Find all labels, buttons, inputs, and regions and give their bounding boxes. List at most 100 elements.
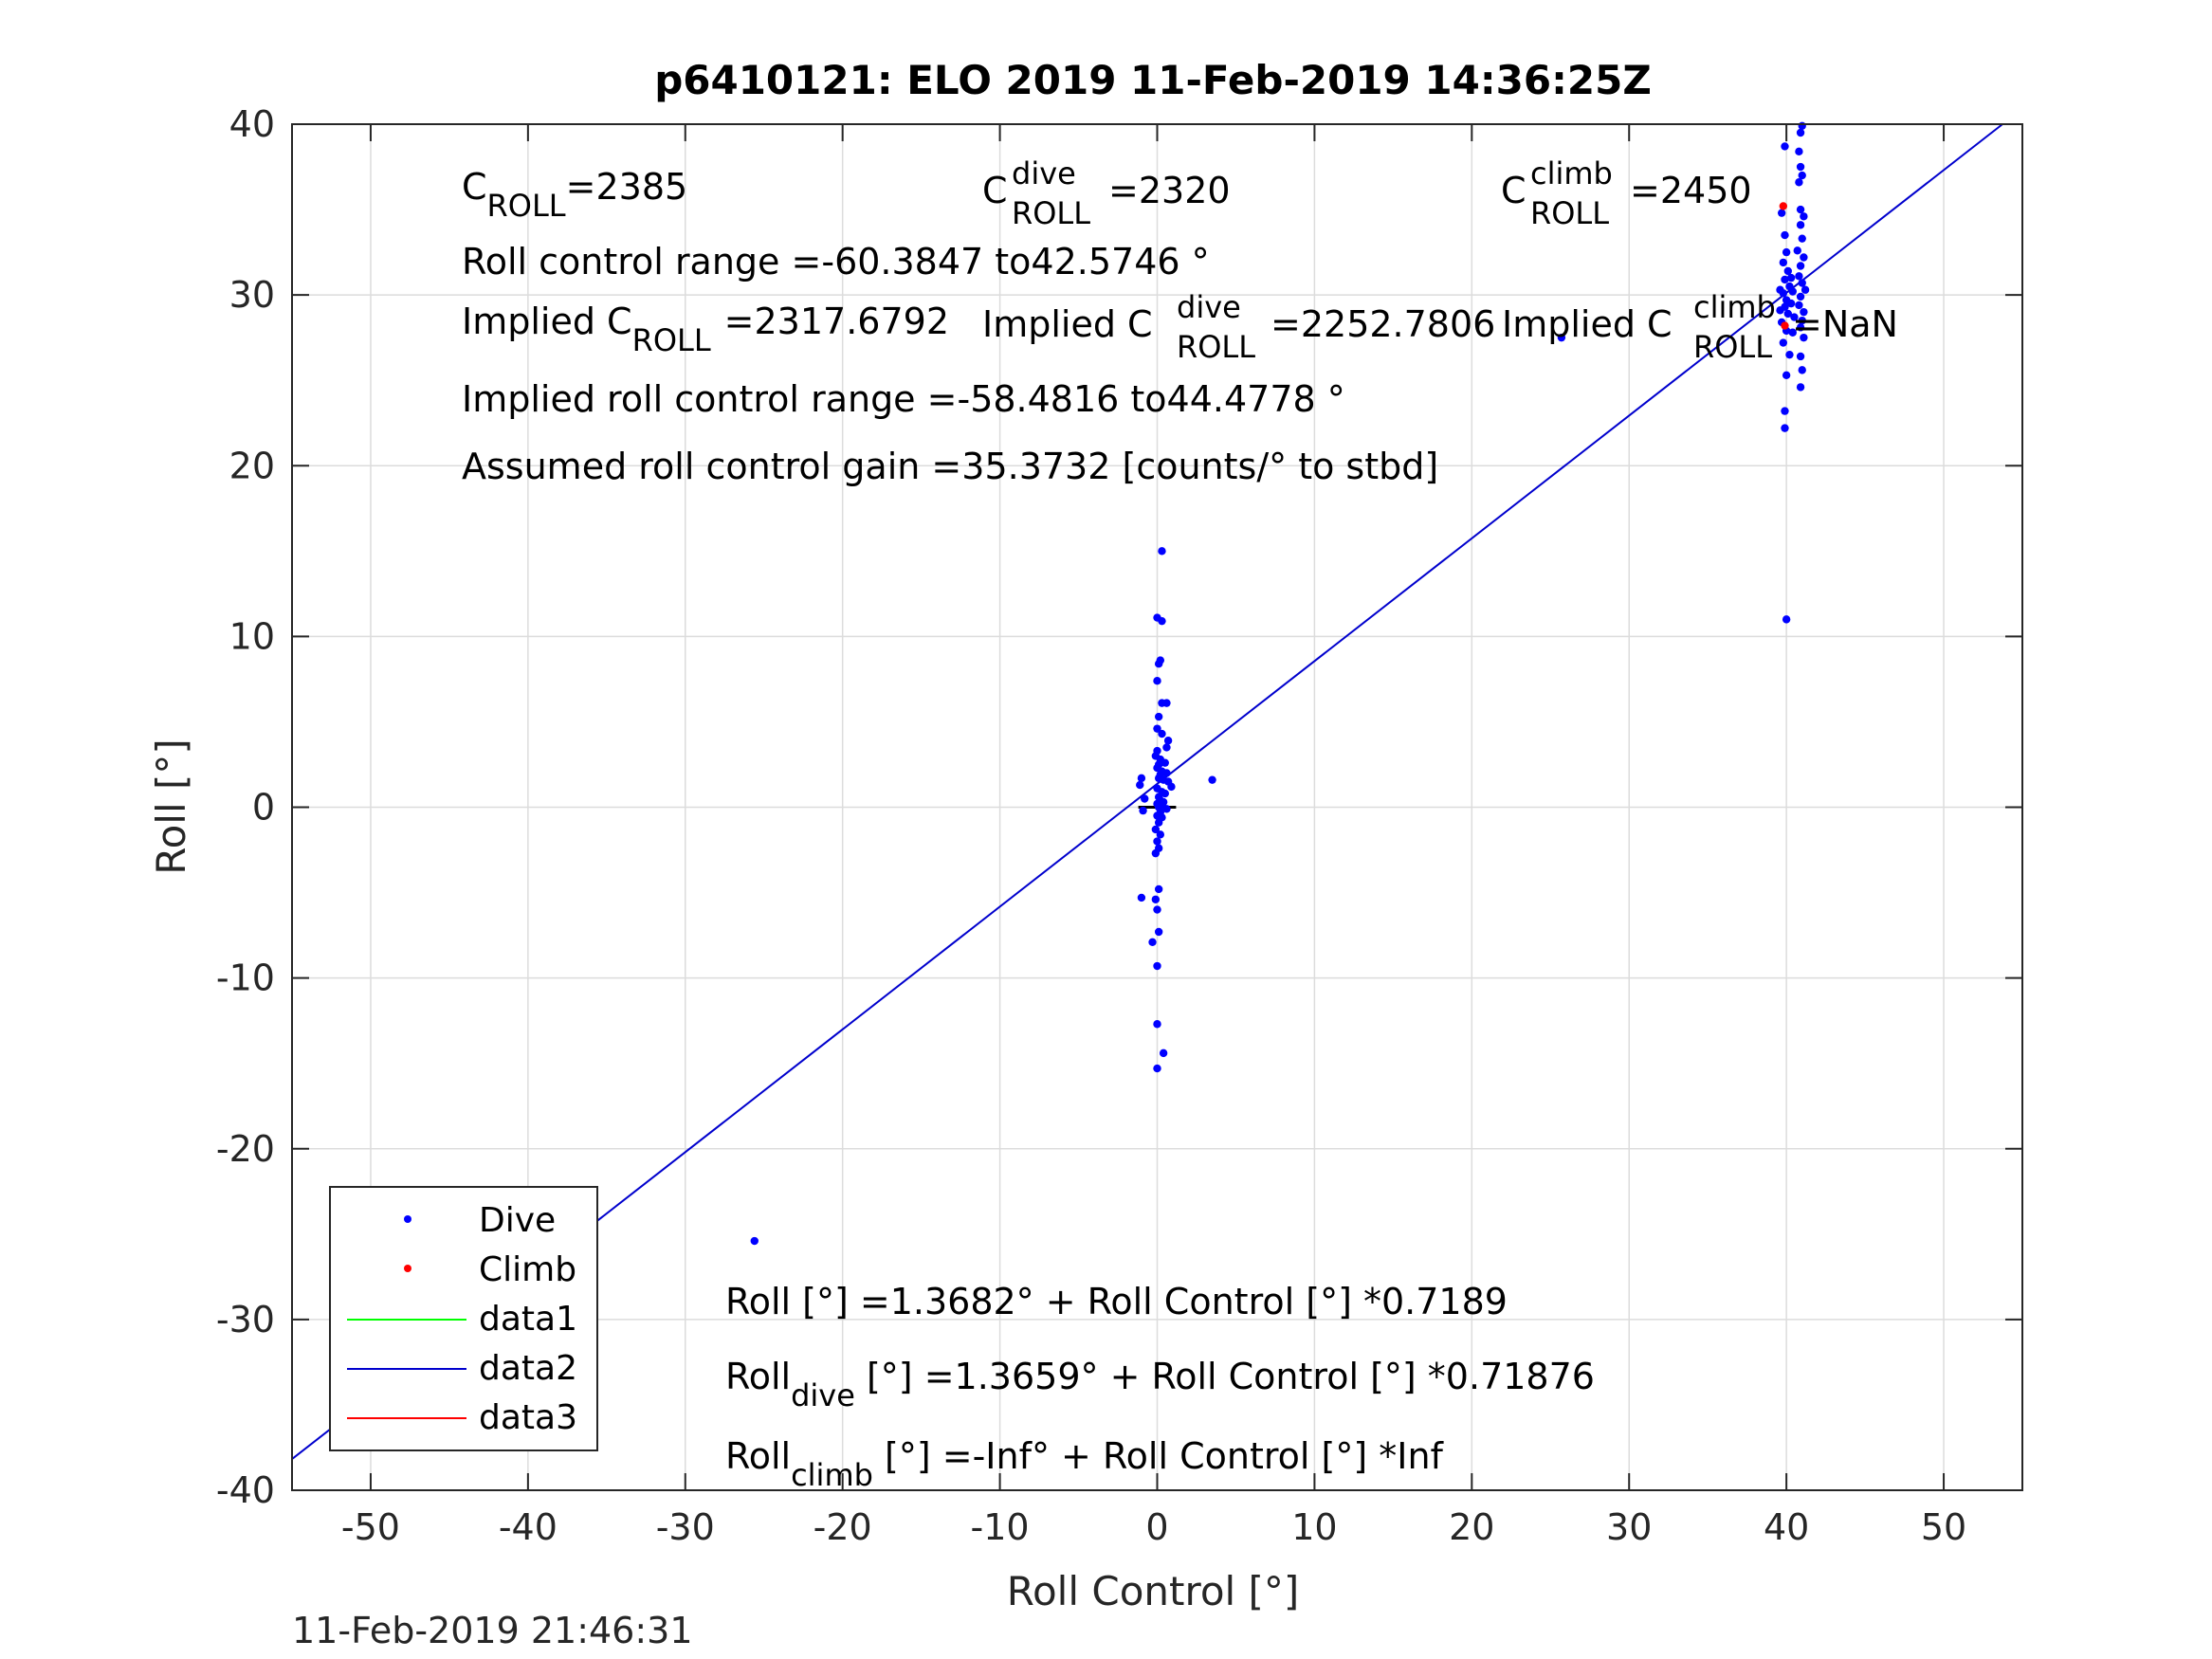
climb-point xyxy=(1779,202,1788,210)
dive-point xyxy=(1153,837,1161,846)
x-axis-label: Roll Control [°] xyxy=(1007,1568,1300,1614)
dive-point xyxy=(1798,279,1806,287)
dive-point xyxy=(1782,371,1791,379)
dive-point xyxy=(1800,307,1808,317)
dive-point xyxy=(1786,299,1796,308)
dive-point xyxy=(1793,246,1801,255)
dive-point xyxy=(1151,848,1161,858)
dive-point xyxy=(1795,178,1803,187)
dive-point xyxy=(1800,333,1808,342)
dive-point xyxy=(1153,1064,1161,1073)
x-tick-label: 20 xyxy=(1449,1506,1494,1548)
equation-climb: Rollclimb [°] =-Inf° + Roll Control [°] … xyxy=(725,1435,1445,1493)
legend-marker-dive xyxy=(404,1215,411,1223)
dive-point xyxy=(1796,292,1805,301)
y-tick-label: -30 xyxy=(216,1299,275,1340)
dive-point xyxy=(1782,615,1791,624)
dive-point xyxy=(1153,961,1161,971)
dive-point xyxy=(1137,774,1146,783)
dive-point xyxy=(1796,383,1805,392)
timestamp: 11-Feb-2019 21:46:31 xyxy=(292,1610,693,1651)
dive-point xyxy=(1795,147,1803,156)
dive-point xyxy=(1167,782,1176,792)
y-tick-label: 10 xyxy=(229,615,275,657)
dive-point xyxy=(1148,938,1157,946)
annotation-c-climb-value: =2450 xyxy=(1630,170,1752,211)
dive-point xyxy=(1782,247,1791,257)
x-tick-label: 0 xyxy=(1145,1506,1168,1548)
dive-point xyxy=(1162,743,1171,752)
dive-point xyxy=(1776,285,1784,294)
legend-label-dive: Dive xyxy=(479,1201,556,1240)
dive-point xyxy=(1154,712,1163,721)
annotation-c-dive-sub: ROLL xyxy=(1012,195,1090,231)
dive-point xyxy=(1781,230,1789,240)
annotation-implied-climb-sub: ROLL xyxy=(1693,329,1772,365)
dive-point xyxy=(1159,1048,1168,1058)
dive-point xyxy=(1800,212,1808,221)
annotation-implied-c-climb: Implied C xyxy=(1502,303,1673,345)
x-tick-labels: -50 -40 -30 -20 -10 0 10 20 30 40 50 xyxy=(341,1506,1966,1548)
annotation-c-roll: CROLL=2385 xyxy=(462,166,687,224)
annotation-c-climb: C xyxy=(1501,170,1526,211)
x-tick-label: -30 xyxy=(656,1506,715,1548)
climb-point xyxy=(1781,321,1789,330)
dive-point xyxy=(1779,258,1788,267)
x-tick-label: 10 xyxy=(1291,1506,1337,1548)
dive-point xyxy=(1151,895,1161,903)
x-tick-label: 40 xyxy=(1764,1506,1809,1548)
data-points xyxy=(518,121,1810,1368)
x-tick-label: 50 xyxy=(1921,1506,1966,1548)
dive-point xyxy=(1783,266,1792,276)
dive-point xyxy=(1796,128,1805,137)
dive-point xyxy=(1153,905,1161,914)
dive-point xyxy=(1156,830,1165,839)
dive-point xyxy=(1795,272,1803,281)
dive-point xyxy=(1151,825,1161,834)
dive-point xyxy=(1779,338,1788,347)
legend-label-data2: data2 xyxy=(479,1349,577,1388)
dive-point xyxy=(1781,275,1789,284)
annotation-c-climb-sup: climb xyxy=(1530,155,1613,191)
legend-label-climb: Climb xyxy=(479,1250,576,1289)
y-tick-label: 20 xyxy=(229,445,275,486)
dive-point xyxy=(1790,313,1799,321)
chart-title: p6410121: ELO 2019 11-Feb-2019 14:36:25Z xyxy=(654,57,1652,103)
dive-point xyxy=(1796,352,1805,361)
dive-point xyxy=(1777,209,1786,217)
annotation-c-dive: C xyxy=(982,170,1008,211)
x-tick-label: -10 xyxy=(971,1506,1030,1548)
dive-point xyxy=(1137,893,1146,902)
annotation-implied-dive-value: =2252.7806 xyxy=(1271,303,1495,345)
dive-point xyxy=(1776,306,1784,315)
dive-point xyxy=(1786,273,1796,283)
legend-label-data3: data3 xyxy=(479,1398,577,1437)
dive-point xyxy=(1783,309,1792,319)
annotation-implied-c-roll: Implied CROLL =2317.6792 xyxy=(462,301,949,358)
dive-point xyxy=(1158,616,1166,626)
x-tick-label: 30 xyxy=(1606,1506,1652,1548)
annotation-c-dive-value: =2320 xyxy=(1108,170,1231,211)
dive-point xyxy=(1141,794,1149,803)
dive-point xyxy=(1153,1020,1161,1029)
dive-point xyxy=(1153,677,1161,685)
equation-all: Roll [°] =1.3682° + Roll Control [°] *0.… xyxy=(725,1281,1508,1322)
y-tick-label: 0 xyxy=(252,787,275,829)
dive-point xyxy=(1154,884,1163,894)
dive-point xyxy=(750,1236,759,1246)
dive-point xyxy=(1154,659,1163,668)
dive-point xyxy=(1796,221,1805,229)
dive-point xyxy=(1161,789,1169,798)
annotation-c-climb-sub: ROLL xyxy=(1530,195,1609,231)
annotation-gain: Assumed roll control gain =35.3732 [coun… xyxy=(462,446,1438,487)
dive-point xyxy=(1153,724,1161,733)
y-tick-label: -40 xyxy=(216,1469,275,1511)
dive-point xyxy=(1162,769,1171,777)
dive-point xyxy=(1798,121,1806,131)
annotation-implied-c-dive: Implied C xyxy=(982,303,1153,345)
dive-point xyxy=(1796,262,1805,270)
annotation-implied-range: Implied roll control range =-58.4816 to4… xyxy=(462,378,1345,420)
dive-point xyxy=(1798,366,1806,374)
dive-point xyxy=(1781,424,1789,432)
